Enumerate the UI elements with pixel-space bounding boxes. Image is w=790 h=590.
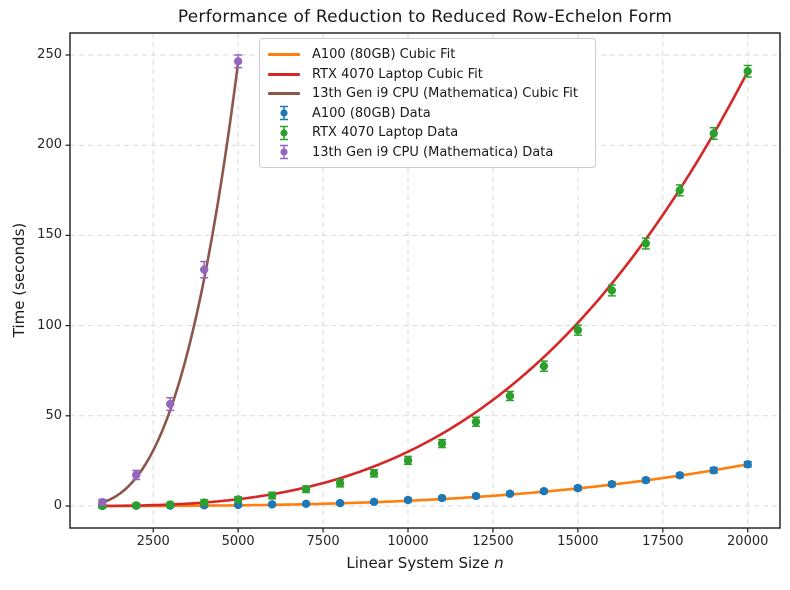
data-point	[98, 498, 107, 507]
data-point	[471, 491, 481, 501]
x-tick-label: 10000	[387, 534, 429, 549]
data-point	[403, 456, 413, 465]
legend-line-swatch	[268, 53, 300, 57]
x-tick-label: 12500	[472, 534, 514, 549]
x-tick-label: 5000	[221, 534, 255, 549]
y-tick-label: 150	[37, 227, 62, 243]
data-point	[267, 500, 277, 509]
data-point	[743, 67, 752, 76]
x-axis-label: Linear System Size n	[70, 554, 780, 572]
legend-item: A100 (80GB) Cubic Fit	[268, 45, 587, 65]
fit-line	[101, 60, 240, 504]
data-point	[743, 460, 752, 469]
legend-label: RTX 4070 Laptop Cubic Fit	[312, 66, 483, 82]
data-point	[166, 500, 175, 509]
x-axis-label-text: Linear System Size	[346, 554, 490, 572]
x-tick-label: 7500	[306, 534, 340, 549]
fit-line	[101, 463, 749, 508]
data-point	[641, 239, 651, 248]
data-point	[641, 475, 651, 485]
data-point	[539, 361, 549, 371]
y-tick-label: 100	[37, 317, 62, 333]
legend-line-swatch	[268, 72, 300, 76]
legend-errorbar-icon	[280, 145, 288, 160]
data-point	[335, 498, 345, 508]
x-tick-label: 20000	[727, 534, 769, 549]
legend-label: RTX 4070 Laptop Data	[312, 125, 459, 141]
data-point	[132, 501, 141, 510]
data-point	[335, 479, 345, 488]
legend-line-swatch	[268, 92, 300, 96]
data-point	[573, 483, 583, 493]
y-tick-label: 0	[53, 497, 62, 513]
legend-errorbar-icon	[280, 125, 288, 140]
data-point	[675, 186, 684, 195]
x-axis-label-variable: n	[494, 554, 504, 572]
data-point	[403, 495, 413, 505]
x-tick-label: 17500	[642, 534, 684, 549]
legend-item: 13th Gen i9 CPU (Mathematica) Cubic Fit	[268, 84, 587, 104]
data-point	[301, 485, 311, 494]
data-point	[199, 498, 209, 507]
chart-title: Performance of Reduction to Reduced Row-…	[177, 7, 673, 27]
data-point	[505, 489, 515, 498]
data-point	[369, 497, 379, 507]
legend-label: 13th Gen i9 CPU (Mathematica) Cubic Fit	[312, 86, 578, 102]
legend-errorbar-swatch	[268, 124, 300, 142]
data-point	[437, 439, 447, 448]
data-point	[301, 499, 311, 509]
data-point	[709, 129, 718, 138]
legend-item: RTX 4070 Laptop Cubic Fit	[268, 65, 587, 85]
legend-errorbar-swatch	[268, 143, 300, 161]
x-tick-label: 2500	[136, 534, 170, 549]
data-point	[166, 399, 175, 409]
legend-errorbar-icon	[280, 106, 288, 121]
data-point	[709, 466, 718, 475]
legend: A100 (80GB) Cubic Fit RTX 4070 Laptop Cub…	[259, 38, 596, 168]
data-series	[98, 54, 243, 507]
legend-label: 13th Gen i9 CPU (Mathematica) Data	[312, 144, 554, 160]
data-point	[132, 470, 141, 480]
data-point	[233, 495, 243, 504]
data-point	[607, 479, 617, 489]
data-point	[437, 493, 447, 503]
y-tick-label: 50	[45, 407, 62, 423]
fit-line	[101, 70, 749, 508]
legend-item: 13th Gen i9 CPU (Mathematica) Data	[268, 143, 587, 163]
data-point	[539, 486, 549, 496]
legend-item: A100 (80GB) Data	[268, 104, 587, 124]
data-point	[233, 57, 243, 66]
x-tick-label: 15000	[557, 534, 599, 549]
legend-item: RTX 4070 Laptop Data	[268, 123, 587, 143]
data-point	[573, 325, 583, 335]
plot-border	[69, 32, 781, 529]
data-point	[505, 391, 515, 401]
data-point	[369, 469, 379, 478]
data-point	[675, 471, 684, 480]
data-point	[267, 491, 277, 500]
legend-label: A100 (80GB) Data	[312, 105, 431, 121]
data-point	[607, 286, 617, 295]
data-point	[471, 417, 481, 426]
legend-line-icon	[268, 53, 300, 57]
y-tick-label: 200	[37, 137, 62, 153]
data-series	[98, 64, 752, 511]
legend-line-icon	[268, 92, 300, 96]
data-point	[199, 265, 209, 274]
legend-line-icon	[268, 72, 300, 76]
legend-errorbar-swatch	[268, 104, 300, 122]
legend-label: A100 (80GB) Cubic Fit	[312, 47, 456, 63]
y-tick-label: 250	[37, 47, 62, 62]
